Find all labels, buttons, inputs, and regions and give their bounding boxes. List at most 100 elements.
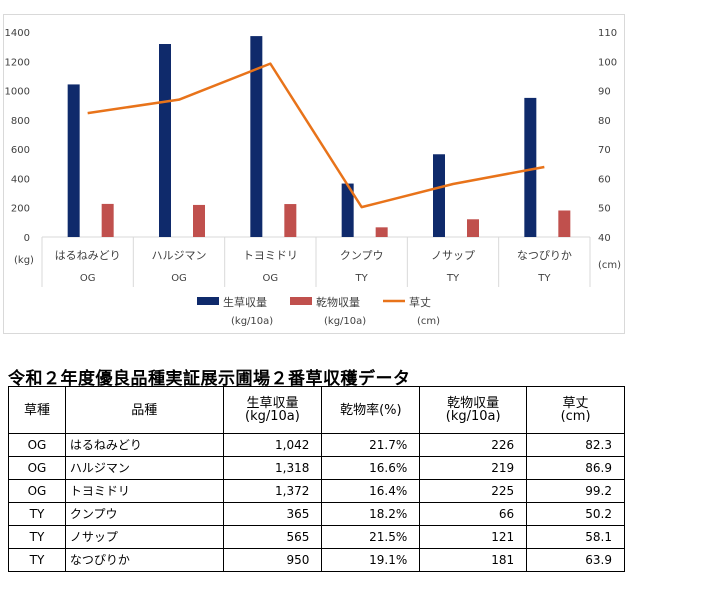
dry-matter-bar — [375, 227, 388, 237]
y-left-tick-label: 600 — [11, 145, 30, 156]
y-left-tick-label: 800 — [11, 116, 30, 127]
group-label: OG — [171, 273, 187, 284]
group-label: OG — [263, 273, 279, 284]
cell-dm-rate: 21.5% — [321, 525, 421, 549]
cell-dm: 219 — [419, 456, 528, 480]
legend-label: 生草収量 — [223, 295, 267, 309]
header-fresh-yield: 生草収量 (kg/10a) — [222, 386, 323, 434]
fresh-yield-bar — [250, 36, 263, 237]
cell-dm: 121 — [419, 525, 528, 549]
table-title: 令和２年度優良品種実証展示圃場２番草収穫データ — [8, 369, 411, 389]
legend-swatch-bar — [197, 297, 219, 305]
category-label: はるねみどり — [55, 249, 121, 262]
harvest-data-table: 草種 品種 生草収量 (kg/10a) 乾物率(%) 乾物収量 (kg/10a) 草… — [8, 386, 625, 572]
header-fresh-yield-unit: (kg/10a) — [245, 409, 300, 424]
cell-variety: クンプウ — [64, 502, 224, 526]
combo-chart: 0 200 400 600 800 1000 1200 1400 40 50 60 70 80 90 100… — [5, 28, 622, 327]
dry-matter-bar — [558, 210, 571, 237]
cell-variety: ハルジマン — [64, 456, 224, 480]
y-right-tick-label: 80 — [598, 116, 611, 127]
cell-variety: ノサップ — [64, 525, 224, 549]
dry-matter-bar — [193, 204, 205, 237]
cell-type: TY — [8, 548, 66, 572]
y-right-tick-label: 40 — [598, 233, 611, 244]
category-label: ハルジマン — [152, 249, 207, 262]
dry-matter-bar — [101, 203, 114, 237]
fresh-yield-bar — [159, 44, 171, 237]
cell-height: 86.9 — [526, 456, 625, 480]
y-left-tick-label: 1200 — [5, 57, 30, 68]
cell-height: 99.2 — [526, 479, 625, 503]
fresh-yield-bar — [341, 183, 354, 237]
cell-height: 58.1 — [526, 525, 625, 549]
cell-dm-rate: 16.6% — [321, 456, 421, 480]
cell-dm: 66 — [419, 502, 528, 526]
group-label: TY — [446, 273, 460, 284]
fresh-yield-bar — [433, 154, 445, 237]
table-row: TY クンプウ 365 18.2% 66 50.2 — [8, 502, 625, 526]
group-label: TY — [355, 273, 369, 284]
header-dm-yield-unit: (kg/10a) — [445, 409, 501, 424]
legend-label: 草丈 — [409, 296, 431, 309]
y-right-tick-label: 50 — [598, 204, 611, 215]
cell-dm-rate: 18.2% — [321, 502, 421, 526]
cell-variety: なつぴりか — [64, 548, 224, 572]
legend-unit: (cm) — [417, 316, 440, 327]
y-right-tick-label: 90 — [598, 87, 611, 98]
cell-dm-rate: 16.4% — [321, 479, 421, 503]
cell-dm: 225 — [419, 479, 528, 503]
chart-area: 0 200 400 600 800 1000 1200 1400 40 50 60 70 80 90 100… — [3, 14, 625, 334]
cell-height: 63.9 — [526, 548, 625, 572]
cell-dm: 181 — [419, 548, 528, 572]
y-right-tick-label: 110 — [598, 28, 617, 39]
cell-fresh: 1,042 — [222, 433, 323, 457]
category-label: クンプウ — [340, 249, 384, 262]
y-right-unit-label: (cm) — [598, 260, 621, 271]
legend-unit: (kg/10a) — [324, 316, 366, 327]
cell-height: 82.3 — [526, 433, 625, 457]
header-dm-yield-label: 乾物収量 — [447, 396, 500, 411]
fresh-yield-bar — [67, 84, 80, 238]
dry-matter-bar — [467, 219, 479, 237]
header-dm-yield: 乾物収量 (kg/10a) — [419, 386, 528, 434]
table-header-row: 草種 品種 生草収量 (kg/10a) 乾物率(%) 乾物収量 (kg/10a) 草… — [8, 386, 625, 434]
y-left-tick-label: 1000 — [5, 87, 30, 98]
cell-dm-rate: 19.1% — [321, 548, 421, 572]
y-right-tick-label: 70 — [598, 145, 611, 156]
y-left-unit-label: (kg) — [14, 255, 34, 266]
cell-type: OG — [8, 479, 66, 503]
cell-type: TY — [8, 525, 66, 549]
cell-fresh: 565 — [222, 525, 323, 549]
header-grass-type: 草種 — [8, 386, 66, 434]
cell-type: OG — [8, 433, 66, 457]
legend-label: 乾物収量 — [316, 295, 360, 309]
cell-variety: はるねみどり — [64, 433, 224, 457]
cell-fresh: 365 — [222, 502, 323, 526]
y-right-tick-label: 100 — [598, 57, 617, 68]
group-label: OG — [80, 273, 96, 284]
header-variety: 品種 — [64, 386, 224, 434]
y-left-tick-label: 200 — [11, 204, 30, 215]
y-right-tick-label: 60 — [598, 174, 611, 185]
header-plant-height-unit: (cm) — [560, 409, 591, 424]
category-label: なつぴりか — [517, 249, 572, 262]
table-row: OG トヨミドリ 1,372 16.4% 225 99.2 — [8, 479, 625, 503]
cell-fresh: 950 — [222, 548, 323, 572]
cell-height: 50.2 — [526, 502, 625, 526]
plant-height-line — [87, 62, 545, 209]
cell-fresh: 1,318 — [222, 456, 323, 480]
cell-dm: 226 — [419, 433, 528, 457]
fresh-yield-bar — [524, 97, 537, 238]
cell-fresh: 1,372 — [222, 479, 323, 503]
cell-type: TY — [8, 502, 66, 526]
table-row: OG ハルジマン 1,318 16.6% 219 86.9 — [8, 456, 625, 480]
group-label: TY — [537, 273, 551, 284]
table-row: OG はるねみどり 1,042 21.7% 226 82.3 — [8, 433, 625, 457]
dry-matter-bar — [284, 204, 297, 237]
cell-dm-rate: 21.7% — [321, 433, 421, 457]
category-label: ノサップ — [431, 249, 475, 262]
y-left-tick-label: 0 — [24, 233, 30, 244]
cell-type: OG — [8, 456, 66, 480]
header-fresh-yield-label: 生草収量 — [246, 396, 299, 411]
legend-unit: (kg/10a) — [231, 316, 273, 327]
